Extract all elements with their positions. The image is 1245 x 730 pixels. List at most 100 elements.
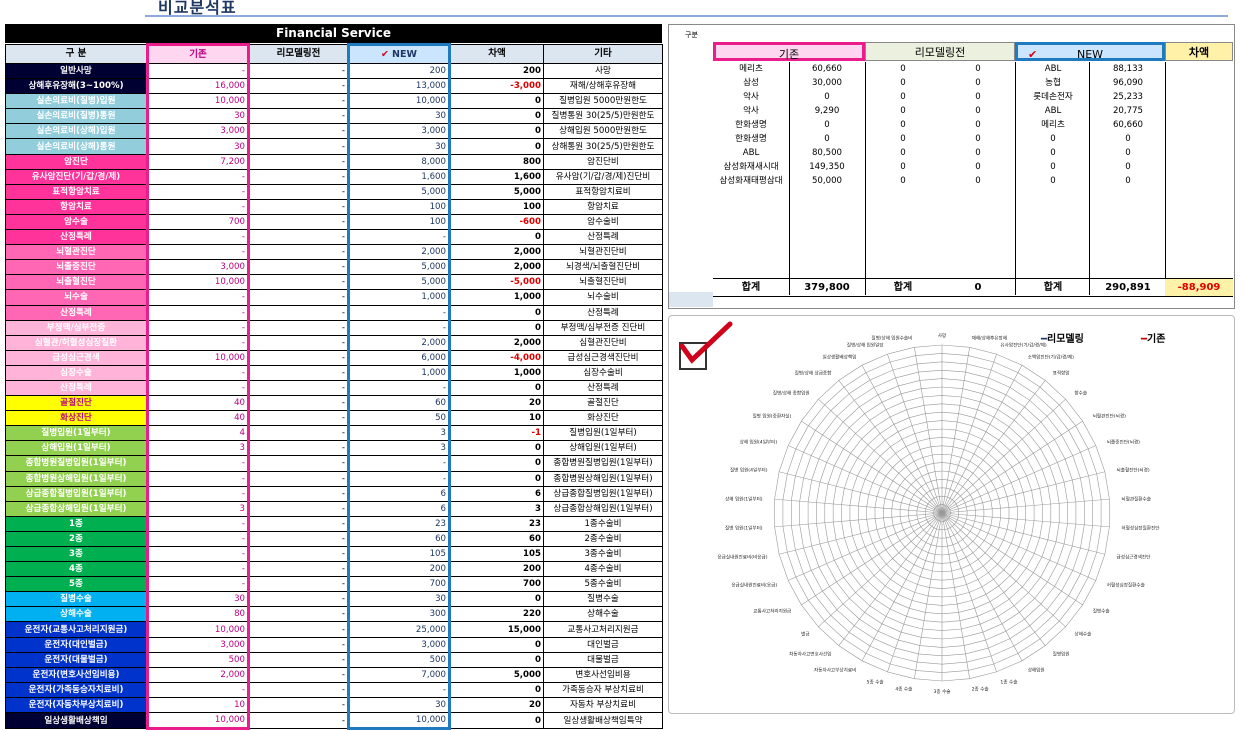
table-row: 뇌혈관진단 - -2,000 2,000 뇌혈관진단비 <box>5 244 663 261</box>
summary-label: 구분 <box>685 31 698 39</box>
row-label: 실손의료비(질병)통원 <box>5 108 148 125</box>
existing-value: 16,000 <box>146 78 250 95</box>
difference-value: 0 <box>449 455 544 472</box>
other-value: 가족동승자 부상치료비 <box>543 681 663 698</box>
radar-axis-label: 응급실내원진료비(응급) <box>731 582 777 589</box>
difference-value: 3 <box>449 500 544 517</box>
summary-cell: 0 <box>1050 148 1056 158</box>
table-row: 종합병원상해입원(1일부터) - - -0 종합병원상해입원(1일부터) <box>5 470 663 487</box>
row-label: 운전자(변호사선임비용) <box>5 666 148 683</box>
difference-value: 200 <box>449 561 544 578</box>
table-row: 4종 - -200 200 4종수술비 <box>5 561 663 578</box>
row-label: 심장수술 <box>5 364 148 381</box>
existing-value: 30 <box>146 591 250 608</box>
before-remodel-value: - <box>248 395 349 412</box>
header-new: ✔ NEW <box>347 43 451 64</box>
summary-cell: 0 <box>900 64 906 74</box>
new-value: 3 <box>347 440 451 457</box>
comparison-table: Financial Service 구 분 기존 리모델링전 ✔ NEW 차액 기… <box>5 24 663 730</box>
table-row: 질병입원(1일부터) 4-3 -1 질병입원(1일부터) <box>5 425 663 442</box>
difference-value: 2,000 <box>449 244 544 261</box>
difference-value: 1,600 <box>449 168 544 185</box>
radar-axis <box>914 347 943 514</box>
existing-value: 10,000 <box>146 712 250 730</box>
difference-value: 1,000 <box>449 364 544 381</box>
existing-value: - <box>146 530 250 548</box>
before-remodel-value: - <box>248 274 349 291</box>
row-label: 상해후유장해(3~100%) <box>5 78 148 95</box>
radar-axis <box>941 512 1023 661</box>
new-value: 5,000 <box>347 259 451 276</box>
other-value: 산정특례 <box>543 379 663 397</box>
before-remodel-value: - <box>248 259 349 276</box>
existing-value: 30 <box>146 138 250 155</box>
existing-value: - <box>146 485 250 502</box>
radar-axis <box>941 354 997 514</box>
difference-value: 60 <box>449 530 544 548</box>
new-value: 30 <box>347 591 451 608</box>
new-value: - <box>347 470 451 487</box>
radar-axis-label: 응급실내원진료비(비응급) <box>717 554 767 561</box>
summary-cell: 0 <box>975 106 981 116</box>
radar-axis <box>861 365 943 514</box>
legend-existing-label: 기존 <box>1147 334 1166 345</box>
table-row: 암진단 7,200-8,000 800 암진단비 <box>5 153 663 170</box>
before-remodel-value: - <box>248 138 349 155</box>
row-label: 뇌혈관진단 <box>5 244 148 261</box>
radar-axis-label: 질병/상해 상급종합 <box>795 370 833 377</box>
table-row: 2종 - -60 60 2종수술비 <box>5 530 663 548</box>
other-value: 질병입원(1일부터) <box>543 425 663 442</box>
before-remodel-value: - <box>248 244 349 261</box>
header-new-label: NEW <box>392 48 417 60</box>
difference-value: -3,000 <box>449 78 544 95</box>
existing-value: - <box>146 289 250 306</box>
summary-cell: 삼성화재새시대 <box>723 162 779 172</box>
summary-cell: ABL <box>742 148 760 158</box>
other-value: 상해입원 5000만원한도 <box>543 123 663 140</box>
before-remodel-value: - <box>248 485 349 502</box>
title-divider <box>145 15 1228 17</box>
before-remodel-value: - <box>248 591 349 608</box>
difference-value: 0 <box>449 123 544 140</box>
radar-axis-label: 상해 입원(1일부터) <box>725 495 763 502</box>
radar-axis <box>801 420 943 514</box>
other-value: 질병통원 30(25/5)만원한도 <box>543 108 663 125</box>
new-value: 700 <box>347 576 451 593</box>
check-mark-icon: ✔ <box>381 48 390 60</box>
existing-value: - <box>146 545 250 563</box>
before-remodel-value: - <box>248 712 349 730</box>
other-value: 4종수술비 <box>543 561 663 578</box>
summary-cell: 88,133 <box>1112 64 1144 74</box>
table-row: 산정특례 - - -0 산정특례 <box>5 304 663 321</box>
row-label: 질병입원(1일부터) <box>5 425 148 442</box>
header-category: 구 분 <box>5 44 148 64</box>
before-remodel-value: - <box>248 213 349 231</box>
existing-value: 40 <box>146 410 250 427</box>
difference-value: 2,000 <box>449 259 544 276</box>
checkbox[interactable] <box>679 342 707 370</box>
radar-axis <box>801 512 943 606</box>
table-row: 뇌졸중진단 3,000-5,000 2,000 뇌경색/뇌출혈진단비 <box>5 259 663 276</box>
existing-value: - <box>146 470 250 487</box>
table-row: 뇌수술 - -1,000 1,000 뇌수술비 <box>5 289 663 306</box>
other-value: 5종수술비 <box>543 576 663 593</box>
new-value: 6 <box>347 500 451 517</box>
before-remodel-value: - <box>248 666 349 683</box>
difference-value: 0 <box>449 379 544 397</box>
before-remodel-value: - <box>248 183 349 200</box>
table-row: 1종 - -23 23 1종수술비 <box>5 515 663 532</box>
total-label: 합계 <box>741 282 761 293</box>
existing-value: - <box>146 319 250 336</box>
other-value: 1종수술비 <box>543 515 663 532</box>
radar-axis-label: 급성심근경색진단 <box>1117 554 1152 561</box>
summary-cell: ABL <box>1044 106 1062 116</box>
table-row: 실손의료비(질병)통원 30-30 0 질병통원 30(25/5)만원한도 <box>5 108 663 125</box>
other-value: 종합병원상해입원(1일부터) <box>543 470 663 487</box>
summary-cell: 149,350 <box>809 162 845 172</box>
radar-axis <box>941 512 1105 555</box>
table-row: 실손의료비(질병)입원 10,000-10,000 0 질병입원 5000만원한도 <box>5 93 663 110</box>
row-label: 3종 <box>5 545 148 563</box>
summary-cell: 악사 <box>743 92 759 102</box>
existing-value: 3,000 <box>146 259 250 276</box>
radar-axis-label: 질병 입원(중환자실) <box>752 413 791 420</box>
